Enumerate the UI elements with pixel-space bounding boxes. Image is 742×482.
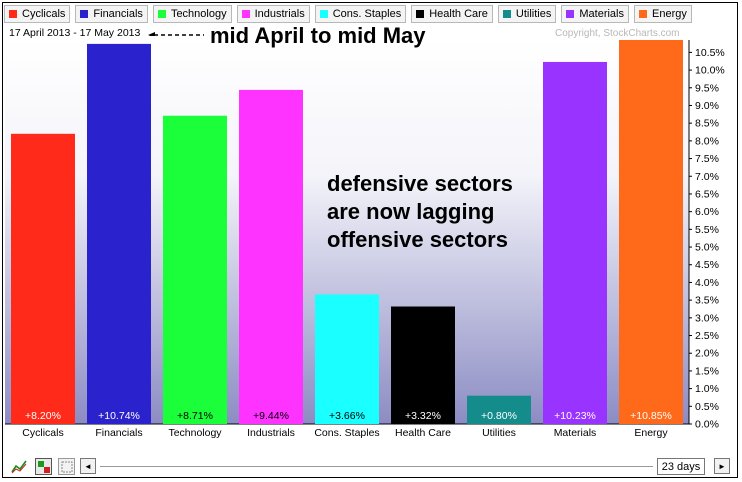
legend-swatch — [319, 10, 328, 18]
bar-chart-icon[interactable] — [35, 458, 52, 475]
bar-value-label: +8.71% — [177, 410, 213, 422]
y-tick-label: 4.5% — [695, 259, 719, 271]
y-tick-label: 3.0% — [695, 312, 719, 324]
y-tick-label: 9.5% — [695, 82, 719, 94]
defensive-annotation: defensive sectors are now lagging offens… — [327, 170, 513, 254]
legend-swatch — [416, 10, 425, 18]
bar-value-label: +10.74% — [98, 410, 140, 422]
y-tick-label: 0.5% — [695, 401, 719, 413]
y-tick-label: 1.0% — [695, 383, 719, 395]
bar-health-care — [391, 306, 455, 424]
bar-utilities — [467, 395, 531, 424]
bar-cons-staples — [315, 294, 379, 424]
x-tick-label: Cons. Staples — [314, 427, 379, 439]
y-tick-label: 8.5% — [695, 118, 719, 130]
bar-chart: +8.20% +10.74% +8.71% +9.44% +3.66% +3.32% +0.… — [5, 40, 725, 439]
scroll-right-button[interactable]: ► — [714, 458, 730, 474]
bar-financials — [87, 43, 151, 424]
chart-toolbar — [0, 454, 742, 480]
legend-item[interactable]: Industrials — [236, 5, 310, 23]
y-tick-label: 2.0% — [695, 348, 719, 360]
legend-item[interactable]: Utilities — [497, 5, 557, 23]
legend-swatch — [502, 10, 511, 18]
legend-swatch — [9, 10, 17, 18]
legend-swatch — [566, 10, 575, 18]
line-chart-icon[interactable] — [11, 458, 28, 475]
legend-label: Materials — [579, 8, 624, 20]
legend-item[interactable]: Cyclicals — [4, 5, 71, 23]
legend-item[interactable]: Materials — [561, 5, 629, 23]
bar-technology — [163, 115, 227, 424]
legend-item[interactable]: Health Care — [411, 5, 493, 23]
y-tick-label: 6.0% — [695, 206, 719, 218]
legend-label: Cyclicals — [22, 8, 66, 20]
bar-value-label: +0.80% — [481, 410, 517, 422]
days-selector[interactable]: 23 days — [657, 458, 705, 475]
legend-label: Utilities — [515, 8, 552, 20]
x-tick-label: Cyclicals — [22, 427, 63, 439]
legend-item[interactable]: Technology — [152, 5, 232, 23]
legend-label: Cons. Staples — [332, 8, 402, 20]
y-tick-label: 0.0% — [695, 419, 719, 431]
legend: Cyclicals Financials Technology Industrials… — [4, 5, 692, 23]
annotation-line: offensive sectors — [327, 227, 508, 252]
legend-item[interactable]: Cons. Staples — [314, 5, 407, 23]
arrow-annotation: mid April to mid May — [210, 23, 426, 48]
y-tick-label: 5.5% — [695, 224, 719, 236]
x-tick-label: Health Care — [395, 427, 451, 439]
x-tick-label: Financials — [95, 427, 142, 439]
y-tick-label: 10.5% — [695, 47, 725, 59]
bar-materials — [543, 61, 607, 424]
scroll-left-button[interactable]: ◄ — [80, 458, 96, 474]
y-tick-label: 7.0% — [695, 171, 719, 183]
legend-swatch — [241, 10, 250, 18]
legend-label: Industrials — [254, 8, 305, 20]
legend-swatch — [157, 10, 166, 18]
legend-label: Technology — [170, 8, 227, 20]
x-tick-label: Materials — [554, 427, 597, 439]
y-tick-label: 8.0% — [695, 135, 719, 147]
x-tick-label: Utilities — [482, 427, 516, 439]
bar-cyclicals — [11, 133, 75, 424]
y-tick-label: 6.5% — [695, 188, 719, 200]
y-tick-label: 10.0% — [695, 65, 725, 77]
bar-value-label: +10.85% — [630, 410, 672, 422]
annotation-line: defensive sectors — [327, 171, 513, 196]
copyright-label: Copyright, StockCharts.com — [555, 28, 680, 39]
bar-energy — [619, 40, 683, 424]
x-tick-label: Industrials — [247, 427, 295, 439]
bar-value-label: +10.23% — [554, 410, 596, 422]
legend-swatch — [639, 10, 647, 18]
arrow-left-icon — [148, 32, 204, 36]
legend-swatch — [80, 10, 89, 18]
legend-label: Energy — [652, 8, 687, 20]
bar-industrials — [239, 89, 303, 424]
legend-item[interactable]: Energy — [634, 5, 692, 23]
y-tick-label: 5.0% — [695, 242, 719, 254]
bar-value-label: +9.44% — [253, 410, 289, 422]
x-tick-label: Technology — [168, 427, 222, 439]
y-tick-label: 9.0% — [695, 100, 719, 112]
legend-label: Health Care — [429, 8, 488, 20]
legend-item[interactable]: Financials — [75, 5, 148, 23]
y-tick-label: 1.5% — [695, 365, 719, 377]
annotation-line: are now lagging — [327, 199, 495, 224]
y-tick-label: 2.5% — [695, 330, 719, 342]
y-tick-label: 7.5% — [695, 153, 719, 165]
scroll-track[interactable] — [100, 466, 653, 467]
y-tick-label: 3.5% — [695, 295, 719, 307]
bar-value-label: +3.66% — [329, 410, 365, 422]
x-tick-label: Energy — [634, 427, 668, 439]
bar-value-label: +3.32% — [405, 410, 441, 422]
date-range-label: 17 April 2013 - 17 May 2013 — [9, 27, 141, 39]
y-tick-label: 4.0% — [695, 277, 719, 289]
bar-value-label: +8.20% — [25, 410, 61, 422]
fullscreen-icon[interactable] — [58, 458, 75, 475]
legend-label: Financials — [93, 8, 143, 20]
